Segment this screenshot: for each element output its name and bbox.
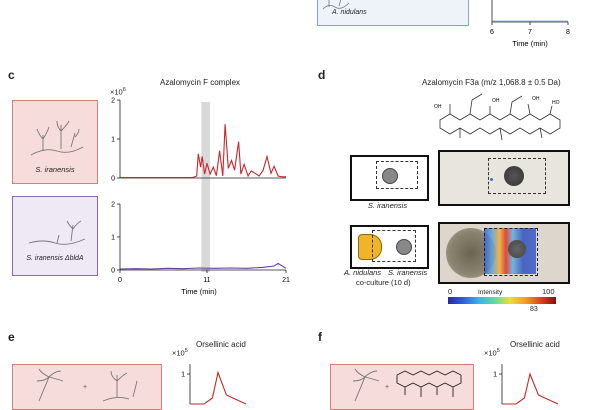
mycelium-sketch — [322, 0, 350, 10]
photo-top-colony — [504, 166, 524, 186]
panel-d-schematic-top — [350, 155, 429, 201]
photo-top-signal-dot — [490, 178, 493, 181]
schematic-nidulans-colony — [358, 234, 382, 260]
intensity-colorbar — [448, 297, 556, 304]
panel-b-tick-6: 6 — [490, 29, 494, 36]
panel-c-y-exponent: ×106 — [110, 87, 126, 97]
colorbar-min: 0 — [448, 287, 453, 296]
svg-text:OH: OH — [532, 96, 540, 102]
panel-d-label-bottom-right: S. iranensis — [388, 268, 428, 277]
fungus-and-streptomyces-sketch: + — [36, 368, 138, 402]
schematic-top-colony — [382, 168, 398, 184]
ytick-label-top: 1 — [111, 137, 115, 144]
schematic-bottom-colony — [396, 239, 412, 255]
panel-f-y-exponent: ×105 — [484, 348, 500, 358]
ytick-label: 1 — [493, 372, 497, 379]
fungus-and-molecule-sketch: + — [352, 368, 462, 402]
photo-top-dashed-region — [488, 158, 546, 194]
ytick-label-bottom: 1 — [111, 235, 115, 242]
streptomyces-sketch-top — [30, 120, 84, 156]
panel-e-title: Orsellinic acid — [196, 340, 246, 349]
panel-b-xlabel: Time (min) — [512, 39, 548, 48]
panel-c-y-exponent-base: ×10 — [110, 87, 123, 97]
schematic-top-dashed-region — [376, 161, 418, 189]
panel-b-tick-7: 7 — [528, 29, 532, 36]
panel-c-bottom-organism-label: S. iranensis ΔbldA — [26, 255, 84, 262]
panel-e-y-exponent-power: 5 — [184, 348, 188, 354]
panel-d-plate-photo-bottom — [438, 222, 570, 284]
panel-f-y-exponent-power: 5 — [496, 348, 500, 354]
photo-bottom-colony — [508, 240, 526, 258]
panel-e-organism-box: + — [12, 364, 162, 410]
xtick-label: 21 — [282, 277, 290, 284]
panel-e-letter: e — [8, 330, 15, 344]
panel-b-tick-8: 8 — [566, 29, 570, 36]
panel-d-letter: d — [318, 68, 326, 82]
panel-c-bottom-organism-box: S. iranensis ΔbldA — [12, 196, 98, 276]
ytick-label-bottom: 2 — [111, 202, 115, 209]
panel-d-schematic-bottom — [350, 225, 429, 269]
panel-d-label-bottom-left: A. nidulans — [344, 268, 382, 277]
xtick-label: 0 — [118, 277, 122, 284]
schematic-bottom-dashed-region — [372, 230, 416, 262]
ytick-label: 1 — [181, 372, 185, 379]
panel-f-chromatogram: 1 — [493, 364, 559, 405]
series-line-bottom — [119, 262, 287, 270]
svg-text:+: + — [385, 384, 389, 391]
panel-d-title-text: Azalomycin F3a (m/z 1,068.8 ± 0.5 Da) — [422, 78, 561, 87]
panel-b-organism-box: A. nidulans — [317, 0, 469, 26]
photo-bottom-dashed-region — [484, 228, 538, 276]
panel-c-letter: c — [8, 68, 15, 82]
svg-text:OH: OH — [492, 98, 500, 104]
panel-d-title: Azalomycin F3a (m/z 1,068.8 ± 0.5 Da) — [422, 78, 561, 87]
svg-text:HO: HO — [552, 100, 560, 106]
panel-f-organism-box: + — [330, 364, 474, 410]
series-line-top — [120, 124, 286, 179]
panel-c-title: Azalomycin F complex — [160, 78, 241, 87]
panel-d-plate-photo-top — [438, 150, 570, 206]
panel-f-y-exponent-base: ×10 — [484, 348, 497, 358]
panel-b-organism-label: A. nidulans — [332, 9, 367, 16]
streptomyces-sketch-bottom — [28, 220, 86, 245]
azalomycin-structure: OH OH OH HO — [434, 93, 561, 141]
ytick-label-top: 0 — [111, 176, 115, 183]
panel-f-letter: f — [318, 330, 322, 344]
colorbar-mark: 83 — [530, 306, 538, 313]
panel-e-chromatogram: 1 — [181, 364, 247, 405]
panel-d-label-top: S. iranensis — [367, 201, 408, 210]
panel-b-axes: 6 7 8 Time (min) — [490, 0, 570, 48]
series-line — [190, 370, 247, 405]
colorbar-title: Intensity — [478, 289, 503, 296]
panel-c-y-exponent-power: 6 — [122, 87, 126, 93]
colorbar-max: 100 — [542, 287, 555, 296]
panel-c-top-organism-box: S. iranensis — [12, 100, 98, 184]
ytick-label-top: 2 — [111, 98, 115, 105]
svg-text:+: + — [83, 384, 87, 391]
svg-text:OH: OH — [434, 104, 442, 110]
panel-f-title: Orsellinic acid — [510, 340, 560, 349]
xtick-label: 11 — [203, 277, 210, 284]
highlight-band — [201, 102, 211, 272]
panel-c-xlabel: Time (min) — [181, 287, 217, 296]
panel-e-y-exponent-base: ×10 — [172, 348, 185, 358]
panel-d-label-coculture: co-culture (10 d) — [356, 278, 411, 287]
panel-c-chromatograms: 0 1 2 0 1 2 0 11 21 Time (min) — [111, 98, 290, 297]
panel-c-top-organism-label: S. iranensis — [35, 165, 75, 174]
panel-e-y-exponent: ×105 — [172, 348, 188, 358]
ytick-label-bottom: 0 — [111, 268, 115, 275]
